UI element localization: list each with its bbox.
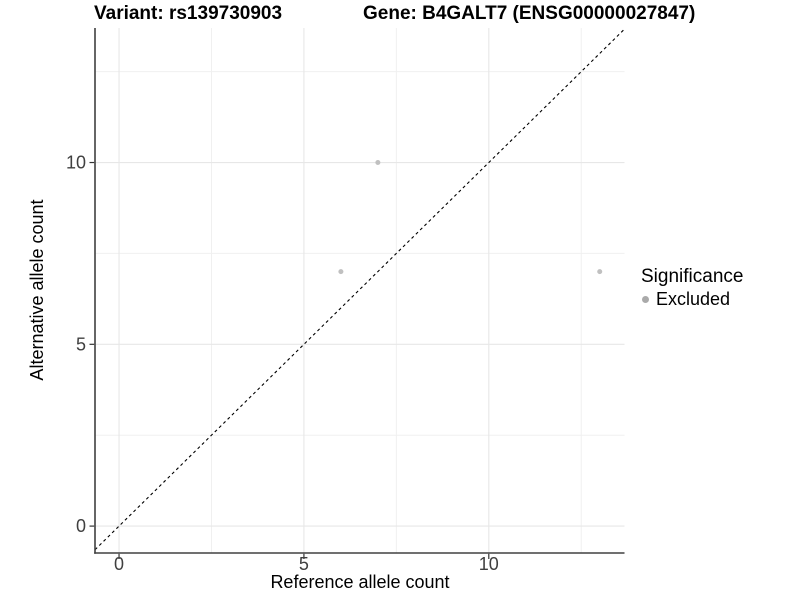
data-point [338, 269, 344, 275]
identity-dashed-line [94, 28, 625, 551]
legend-title: Significance [641, 266, 744, 287]
y-tick-label: 10 [66, 153, 86, 173]
y-axis-title: Alternative allele count [27, 199, 47, 381]
gene-title: Gene: B4GALT7 (ENSG00000027847) [363, 3, 696, 24]
legend-item-label: Excluded [656, 289, 731, 309]
data-point [375, 160, 381, 166]
legend-item-excluded: Excluded [641, 289, 743, 310]
x-tick-label: 0 [114, 554, 124, 574]
y-tick-label: 0 [76, 516, 86, 536]
y-tick-label: 5 [76, 334, 86, 354]
legend-point-icon [642, 296, 649, 303]
x-axis-title: Reference allele count [270, 572, 450, 592]
x-tick-label: 5 [299, 554, 309, 574]
legend: Significance Excluded [641, 266, 743, 310]
x-tick-label: 10 [479, 554, 499, 574]
variant-title: Variant: rs139730903 [94, 3, 283, 24]
data-point [597, 269, 603, 275]
